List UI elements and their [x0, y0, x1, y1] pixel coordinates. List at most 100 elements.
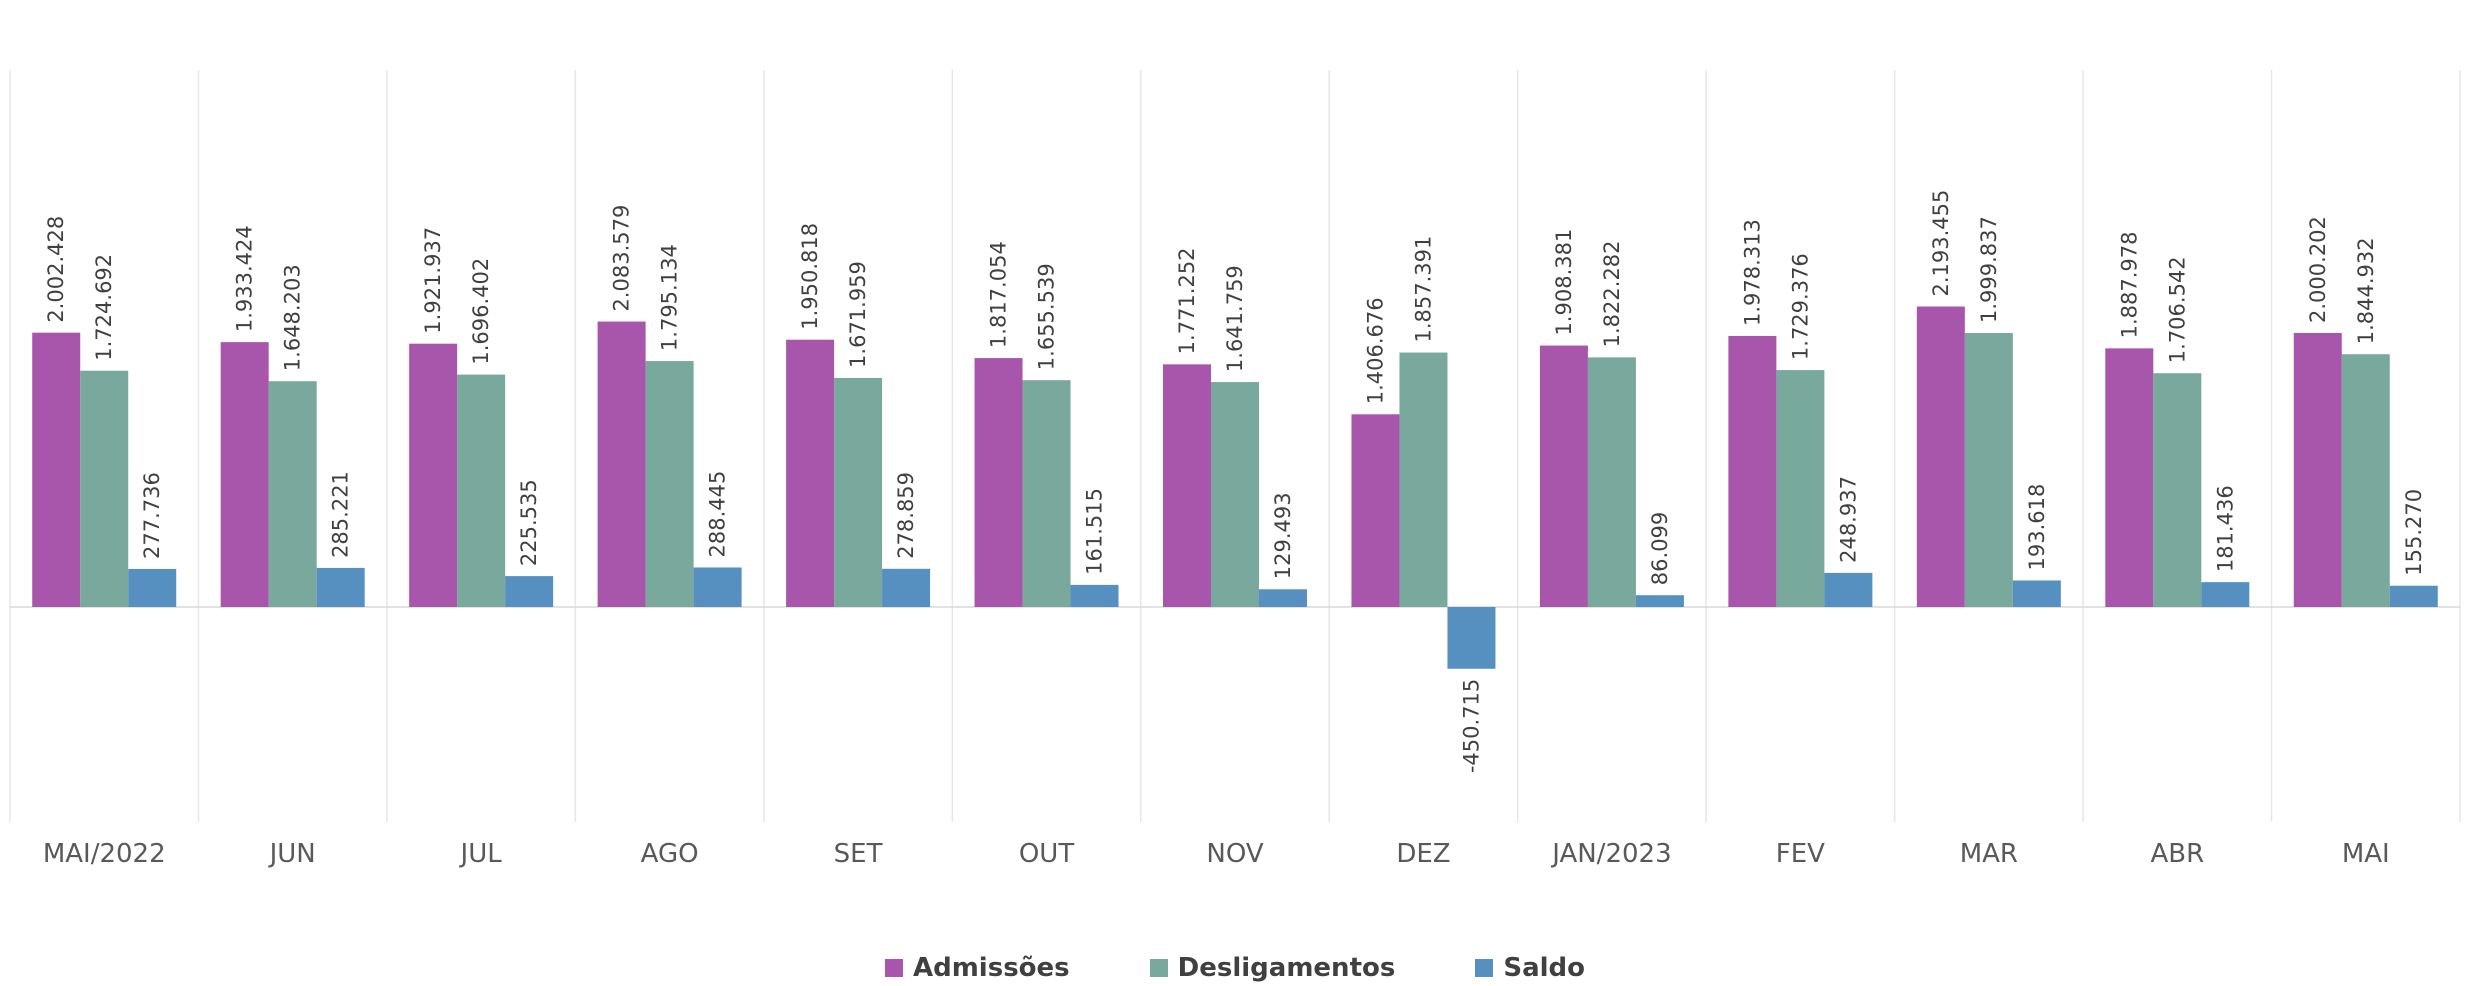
- data-label-saldo-dez: -450.715: [1459, 679, 1483, 773]
- bar-admissoes-dez: [1351, 414, 1400, 607]
- data-label-desligamentos-abr: 1.706.542: [2165, 256, 2189, 363]
- data-label-admissoes-dez: 1.406.676: [1363, 297, 1387, 404]
- bar-saldo-mar: [2012, 580, 2061, 607]
- data-label-desligamentos-mai-2022: 1.724.692: [92, 254, 116, 361]
- data-label-desligamentos-nov: 1.641.759: [1223, 265, 1247, 372]
- bar-admissoes-nov: [1163, 364, 1211, 607]
- data-label-saldo-fev: 248.937: [1836, 476, 1860, 563]
- legend: Admissões Desligamentos Saldo: [0, 950, 2470, 986]
- data-label-saldo-jan-2023: 86.099: [1648, 512, 1672, 585]
- bar-saldo-out: [1070, 584, 1119, 607]
- bar-saldo-set: [882, 568, 931, 607]
- bar-desligamentos-mai: [2341, 354, 2390, 607]
- tick-label-mai: MAI: [2342, 839, 2390, 869]
- data-label-admissoes-mar: 2.193.455: [1929, 190, 1953, 297]
- category-separators: [9, 70, 2461, 822]
- bar-admissoes-out: [974, 358, 1023, 607]
- bar-saldo-dez: [1447, 607, 1496, 669]
- legend-item-admissoes: Admissões: [884, 953, 1070, 983]
- bar-saldo-ago: [693, 567, 742, 607]
- data-label-desligamentos-jul: 1.696.402: [469, 258, 493, 365]
- bar-desligamentos-jan-2023: [1587, 357, 1636, 607]
- data-label-saldo-mai-2022: 277.736: [140, 472, 164, 559]
- bar-desligamentos-ago: [645, 361, 694, 607]
- bar-desligamentos-out: [1022, 380, 1071, 607]
- tick-label-set: SET: [834, 839, 883, 869]
- data-label-saldo-mar: 193.618: [2025, 484, 2049, 571]
- tick-label-jun: JUN: [268, 839, 316, 869]
- data-label-desligamentos-out: 1.655.539: [1035, 263, 1059, 370]
- data-label-saldo-nov: 129.493: [1271, 492, 1295, 579]
- bar-desligamentos-mai-2022: [80, 370, 129, 607]
- legend-label-desligamentos: Desligamentos: [1177, 953, 1396, 983]
- tick-label-mai-2022: MAI/2022: [43, 839, 166, 869]
- tick-label-jul: JUL: [459, 839, 503, 869]
- tick-label-out: OUT: [1019, 839, 1074, 869]
- data-label-saldo-abr: 181.436: [2213, 485, 2237, 572]
- data-label-desligamentos-ago: 1.795.134: [658, 244, 682, 351]
- bar-admissoes-set: [786, 339, 835, 607]
- legend-swatch-admissoes: [884, 959, 903, 977]
- bar-saldo-nov: [1259, 589, 1307, 607]
- tick-label-jan-2023: JAN/2023: [1550, 839, 1671, 869]
- legend-swatch-saldo: [1475, 959, 1494, 977]
- data-label-desligamentos-jan-2023: 1.822.282: [1600, 240, 1624, 347]
- data-label-admissoes-jul: 1.921.937: [421, 227, 445, 334]
- tick-label-abr: ABR: [2150, 839, 2204, 869]
- data-label-desligamentos-set: 1.671.959: [846, 261, 870, 368]
- data-label-saldo-jul: 225.535: [517, 479, 541, 566]
- data-label-saldo-jun: 285.221: [329, 471, 353, 558]
- bar-admissoes-mar: [1916, 306, 1965, 607]
- bar-saldo-mai: [2389, 585, 2438, 607]
- tick-label-dez: DEZ: [1396, 839, 1450, 869]
- bar-admissoes-ago: [597, 321, 646, 607]
- bar-desligamentos-abr: [2153, 373, 2202, 607]
- data-label-admissoes-ago: 2.083.579: [610, 205, 634, 312]
- bar-saldo-jan-2023: [1635, 595, 1684, 607]
- bar-saldo-mai-2022: [128, 568, 177, 607]
- bar-admissoes-jun: [220, 342, 269, 607]
- data-label-admissoes-abr: 1.887.978: [2117, 231, 2141, 338]
- data-label-desligamentos-fev: 1.729.376: [1788, 253, 1812, 360]
- data-label-admissoes-out: 1.817.054: [987, 241, 1011, 348]
- tick-label-fev: FEV: [1776, 839, 1825, 869]
- legend-swatch-desligamentos: [1149, 959, 1168, 977]
- bar-desligamentos-jul: [457, 374, 506, 607]
- bar-saldo-fev: [1824, 572, 1873, 607]
- data-label-saldo-out: 161.515: [1083, 488, 1107, 575]
- data-label-desligamentos-mar: 1.999.837: [1977, 216, 2001, 323]
- data-label-desligamentos-jun: 1.648.203: [281, 264, 305, 371]
- legend-label-admissoes: Admissões: [912, 953, 1070, 983]
- bar-admissoes-mai-2022: [32, 332, 81, 607]
- data-label-admissoes-nov: 1.771.252: [1175, 247, 1199, 354]
- data-label-admissoes-fev: 1.978.313: [1740, 219, 1764, 326]
- data-label-saldo-ago: 288.445: [706, 471, 730, 558]
- bars-group: [32, 306, 2438, 669]
- data-label-admissoes-jan-2023: 1.908.381: [1552, 229, 1576, 336]
- bar-admissoes-fev: [1728, 335, 1777, 607]
- bar-saldo-jun: [316, 567, 365, 607]
- data-label-admissoes-mai-2022: 2.002.428: [44, 216, 68, 323]
- data-labels-group: 2.002.428 1.724.692 277.736 1.933.424 1.648.…: [44, 190, 2426, 774]
- bar-desligamentos-nov: [1211, 382, 1259, 607]
- data-label-admissoes-mai: 2.000.202: [2306, 216, 2330, 323]
- bar-saldo-abr: [2201, 582, 2250, 607]
- tick-label-ago: AGO: [641, 839, 699, 869]
- legend-label-saldo: Saldo: [1503, 953, 1585, 983]
- bar-admissoes-mai: [2293, 332, 2342, 607]
- bar-saldo-jul: [505, 576, 554, 607]
- category-axis: MAI/2022 JUN JUL AGO SET OUT NOV DEZ JAN/2023 FEV…: [43, 839, 2390, 869]
- legend-item-desligamentos: Desligamentos: [1149, 953, 1396, 983]
- tick-label-mar: MAR: [1960, 839, 2018, 869]
- bar-desligamentos-fev: [1776, 370, 1825, 607]
- bar-chart: 2.002.428 1.724.692 277.736 1.933.424 1.648.…: [9, 70, 2461, 869]
- bar-desligamentos-jun: [268, 381, 317, 607]
- data-label-desligamentos-mai: 1.844.932: [2354, 237, 2378, 344]
- bar-admissoes-jan-2023: [1539, 345, 1588, 607]
- tick-label-nov: NOV: [1206, 839, 1263, 869]
- data-label-admissoes-jun: 1.933.424: [233, 225, 257, 332]
- bar-desligamentos-set: [834, 377, 883, 607]
- data-label-admissoes-set: 1.950.818: [798, 223, 822, 330]
- bar-desligamentos-dez: [1399, 352, 1448, 607]
- data-label-saldo-mai: 155.270: [2402, 489, 2426, 576]
